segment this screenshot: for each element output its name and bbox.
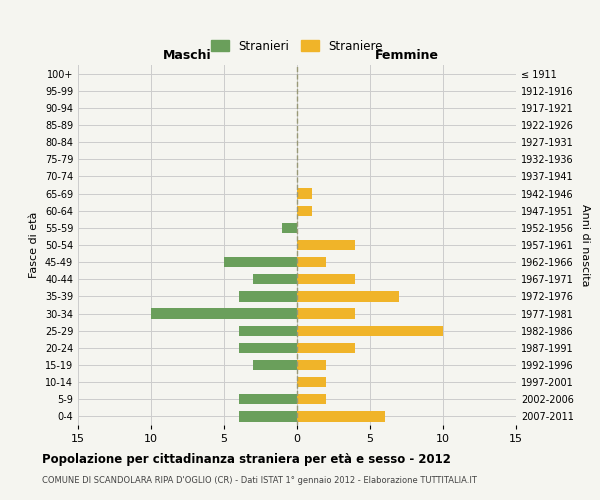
Bar [297, 240, 355, 250]
Bar [297, 274, 355, 284]
Bar [239, 292, 297, 302]
Text: Femmine: Femmine [374, 48, 439, 62]
Bar [297, 206, 311, 216]
Bar [239, 412, 297, 422]
Bar [239, 326, 297, 336]
Bar [297, 308, 355, 318]
Bar [253, 274, 297, 284]
Text: COMUNE DI SCANDOLARA RIPA D'OGLIO (CR) - Dati ISTAT 1° gennaio 2012 - Elaborazio: COMUNE DI SCANDOLARA RIPA D'OGLIO (CR) -… [42, 476, 477, 485]
Bar [297, 412, 385, 422]
Bar [297, 394, 326, 404]
Bar [239, 394, 297, 404]
Bar [297, 188, 311, 198]
Bar [253, 360, 297, 370]
Text: Maschi: Maschi [163, 48, 212, 62]
Legend: Stranieri, Straniere: Stranieri, Straniere [206, 35, 388, 58]
Bar [297, 377, 326, 388]
Text: Popolazione per cittadinanza straniera per età e sesso - 2012: Popolazione per cittadinanza straniera p… [42, 452, 451, 466]
Bar [297, 292, 399, 302]
Bar [297, 257, 326, 268]
Bar [297, 342, 355, 353]
Bar [297, 326, 443, 336]
Y-axis label: Anni di nascita: Anni di nascita [580, 204, 590, 286]
Bar [224, 257, 297, 268]
Bar [283, 222, 297, 233]
Bar [151, 308, 297, 318]
Bar [239, 342, 297, 353]
Y-axis label: Fasce di età: Fasce di età [29, 212, 39, 278]
Bar [297, 360, 326, 370]
